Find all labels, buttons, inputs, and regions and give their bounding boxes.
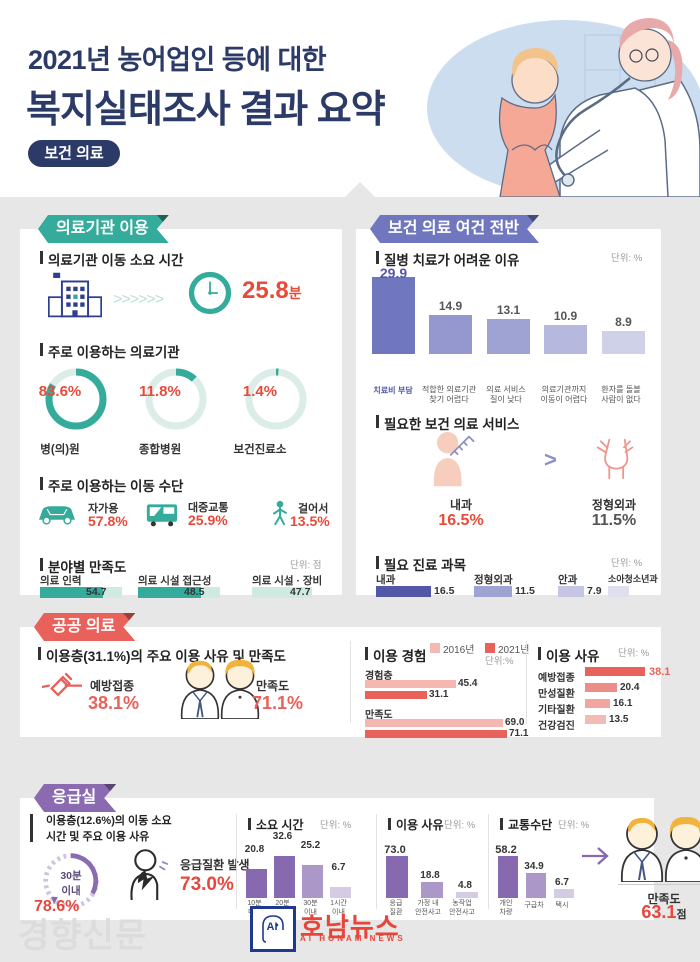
svg-text:AI: AI <box>267 921 278 933</box>
